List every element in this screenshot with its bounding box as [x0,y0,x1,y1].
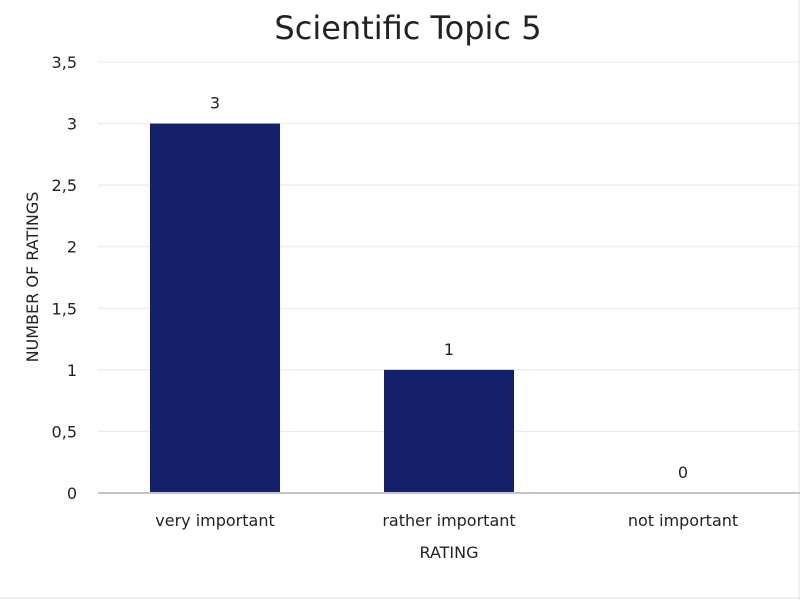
x-tick-label: very important [155,511,275,530]
bar-very-important [150,123,280,494]
y-tick-label: 3,5 [52,53,77,72]
x-tick-label: not important [628,511,738,530]
y-tick-label: 0,5 [52,422,77,441]
y-tick-label: 2,5 [52,176,77,195]
y-tick-label: 2 [67,238,77,257]
x-tick-label: rather important [382,511,515,530]
bar-rather-important [384,369,514,493]
x-axis-ticks: very important rather important not import… [155,511,738,530]
y-axis-label: NUMBER OF RATINGS [23,192,42,363]
y-tick-label: 1,5 [52,299,77,318]
data-label: 0 [678,463,688,482]
y-tick-label: 1 [67,361,77,380]
x-axis-label: RATING [419,543,478,562]
bars [150,123,514,494]
data-label: 1 [444,340,454,359]
y-tick-label: 0 [67,484,77,503]
y-tick-label: 3 [67,115,77,134]
data-label: 3 [210,94,220,113]
y-axis-ticks: 0 0,5 1 1,5 2 2,5 3 3,5 [52,53,77,503]
chart-title: Scientific Topic 5 [274,9,541,47]
data-labels: 3 1 0 [210,94,688,482]
